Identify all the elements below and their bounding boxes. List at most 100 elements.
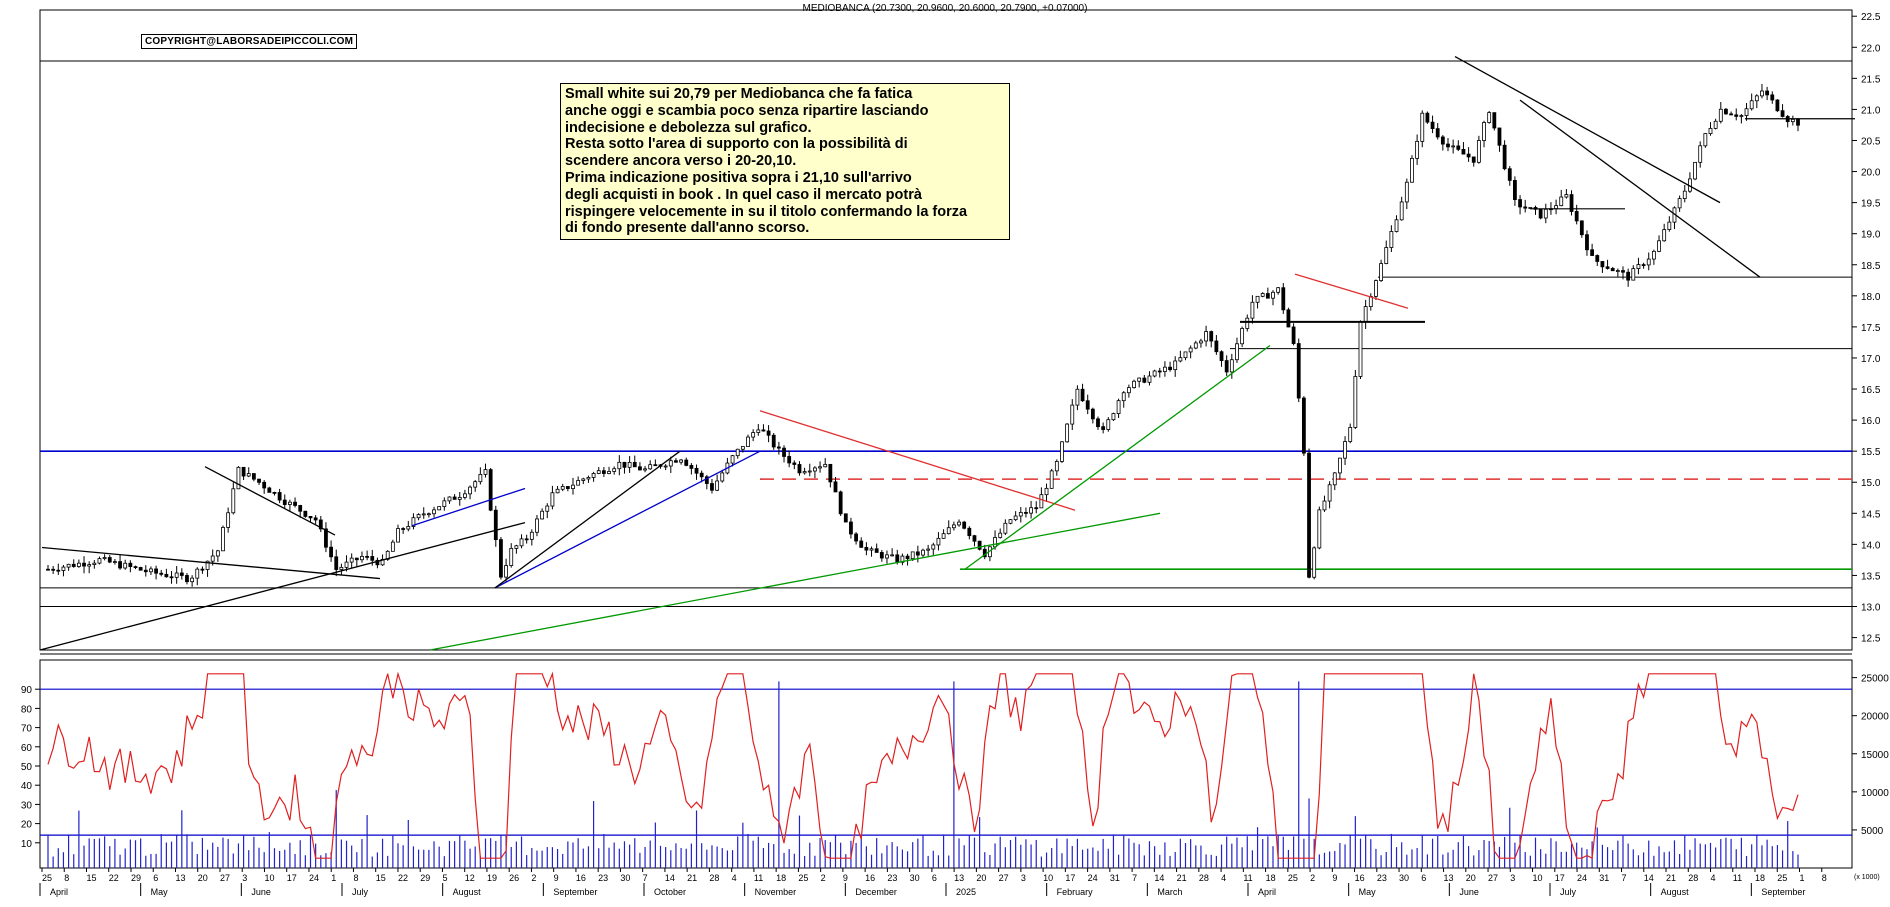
x-tick-label: 16	[576, 873, 586, 883]
candle-body	[946, 527, 951, 535]
x-tick-label: 10	[1043, 873, 1053, 883]
candle-body	[468, 486, 472, 495]
candle-body	[473, 481, 478, 488]
candle-body	[1204, 331, 1208, 342]
x-tick-label: 30	[1399, 873, 1409, 883]
candle-body	[1749, 100, 1754, 110]
candle-body	[874, 548, 879, 553]
candle-body	[1013, 515, 1018, 521]
candle-body	[236, 466, 241, 490]
candle-body	[493, 509, 498, 540]
candle-body	[1358, 321, 1363, 377]
candle-body	[1178, 357, 1183, 362]
volume-tick-label: 10000	[1861, 788, 1889, 799]
candle-body	[730, 455, 735, 464]
x-tick-label: 21	[1177, 873, 1187, 883]
x-tick-label: 24	[1577, 873, 1587, 883]
x-tick-label: 9	[554, 873, 559, 883]
candle-body	[221, 527, 225, 552]
trend-line	[411, 487, 526, 527]
candle-body	[421, 513, 426, 516]
candle-body	[776, 446, 781, 449]
candle-body	[1420, 112, 1425, 142]
x-tick-label: 19	[487, 873, 497, 883]
price-tick-label: 14.5	[1861, 509, 1881, 520]
candle-body	[509, 548, 514, 566]
candle-body	[627, 461, 632, 468]
candle-body	[324, 528, 328, 548]
candle-body	[1626, 271, 1631, 281]
x-tick-label: 11	[754, 873, 763, 883]
candle-body	[679, 459, 683, 463]
candle-body	[1235, 343, 1239, 361]
candle-body	[1065, 423, 1070, 443]
trend-line	[41, 546, 381, 580]
candle-body	[581, 478, 586, 481]
candle-body	[1126, 387, 1131, 394]
trend-line	[1454, 56, 1721, 204]
candle-body	[185, 575, 189, 583]
candle-body	[550, 492, 555, 507]
candle-body	[375, 559, 380, 566]
candle-body	[1096, 418, 1100, 428]
candle-body	[524, 538, 529, 541]
candle-body	[710, 483, 714, 491]
candle-body	[1245, 317, 1250, 329]
x-tick-label: 17	[287, 873, 297, 883]
price-tick-label: 13.0	[1861, 603, 1881, 614]
candle-body	[76, 562, 81, 567]
candle-body	[1193, 342, 1198, 349]
candle-body	[200, 568, 205, 571]
candle-body	[586, 477, 591, 480]
candle-body	[545, 505, 550, 512]
price-tick-label: 21.5	[1861, 74, 1881, 85]
candle-body	[401, 528, 406, 530]
price-tick-label: 20.5	[1861, 136, 1881, 147]
candle-body	[813, 467, 817, 472]
candle-body	[1590, 249, 1595, 256]
candle-body	[1214, 340, 1219, 353]
candle-body	[1271, 291, 1275, 299]
month-label: August	[1661, 887, 1690, 897]
osc-tick-label: 20	[21, 820, 33, 831]
candle-body	[926, 548, 931, 551]
candle-body	[843, 513, 848, 523]
x-tick-label: 25	[798, 873, 808, 883]
candle-body	[329, 546, 333, 558]
candle-body	[190, 577, 195, 583]
candle-body	[1693, 161, 1697, 180]
candle-body	[1219, 351, 1224, 361]
candle-body	[1765, 90, 1770, 96]
candle-body	[1317, 509, 1322, 549]
osc-tick-label: 70	[21, 724, 33, 735]
candle-body	[1440, 136, 1445, 145]
candle-body	[1029, 507, 1033, 514]
candle-body	[298, 505, 303, 512]
candle-body	[1085, 400, 1090, 410]
volume-tick-label: 5000	[1861, 826, 1884, 837]
candle-body	[1276, 287, 1281, 293]
price-tick-label: 16.0	[1861, 416, 1881, 427]
candle-body	[1677, 198, 1682, 209]
candle-body	[761, 429, 766, 432]
candle-body	[1471, 156, 1476, 163]
candle-body	[591, 473, 596, 478]
trend-line	[429, 512, 1161, 651]
x-tick-label: 12	[465, 873, 475, 883]
month-label: June	[251, 887, 271, 897]
note-line: rispingere velocemente in su il titolo c…	[565, 203, 968, 220]
candle-body	[1739, 115, 1744, 117]
candle-body	[1188, 347, 1193, 353]
candle-body	[915, 551, 920, 556]
candle-body	[1018, 511, 1023, 517]
x-tick-label: 2	[821, 873, 826, 883]
volume-tick-label: 15000	[1861, 750, 1889, 761]
x-tick-label: 18	[776, 873, 786, 883]
candle-body	[1796, 118, 1800, 126]
month-label: December	[855, 887, 897, 897]
candle-body	[1513, 180, 1517, 200]
candle-body	[1760, 90, 1764, 97]
candle-body	[941, 533, 946, 539]
candle-body	[1636, 264, 1641, 270]
candle-body	[1291, 326, 1296, 344]
